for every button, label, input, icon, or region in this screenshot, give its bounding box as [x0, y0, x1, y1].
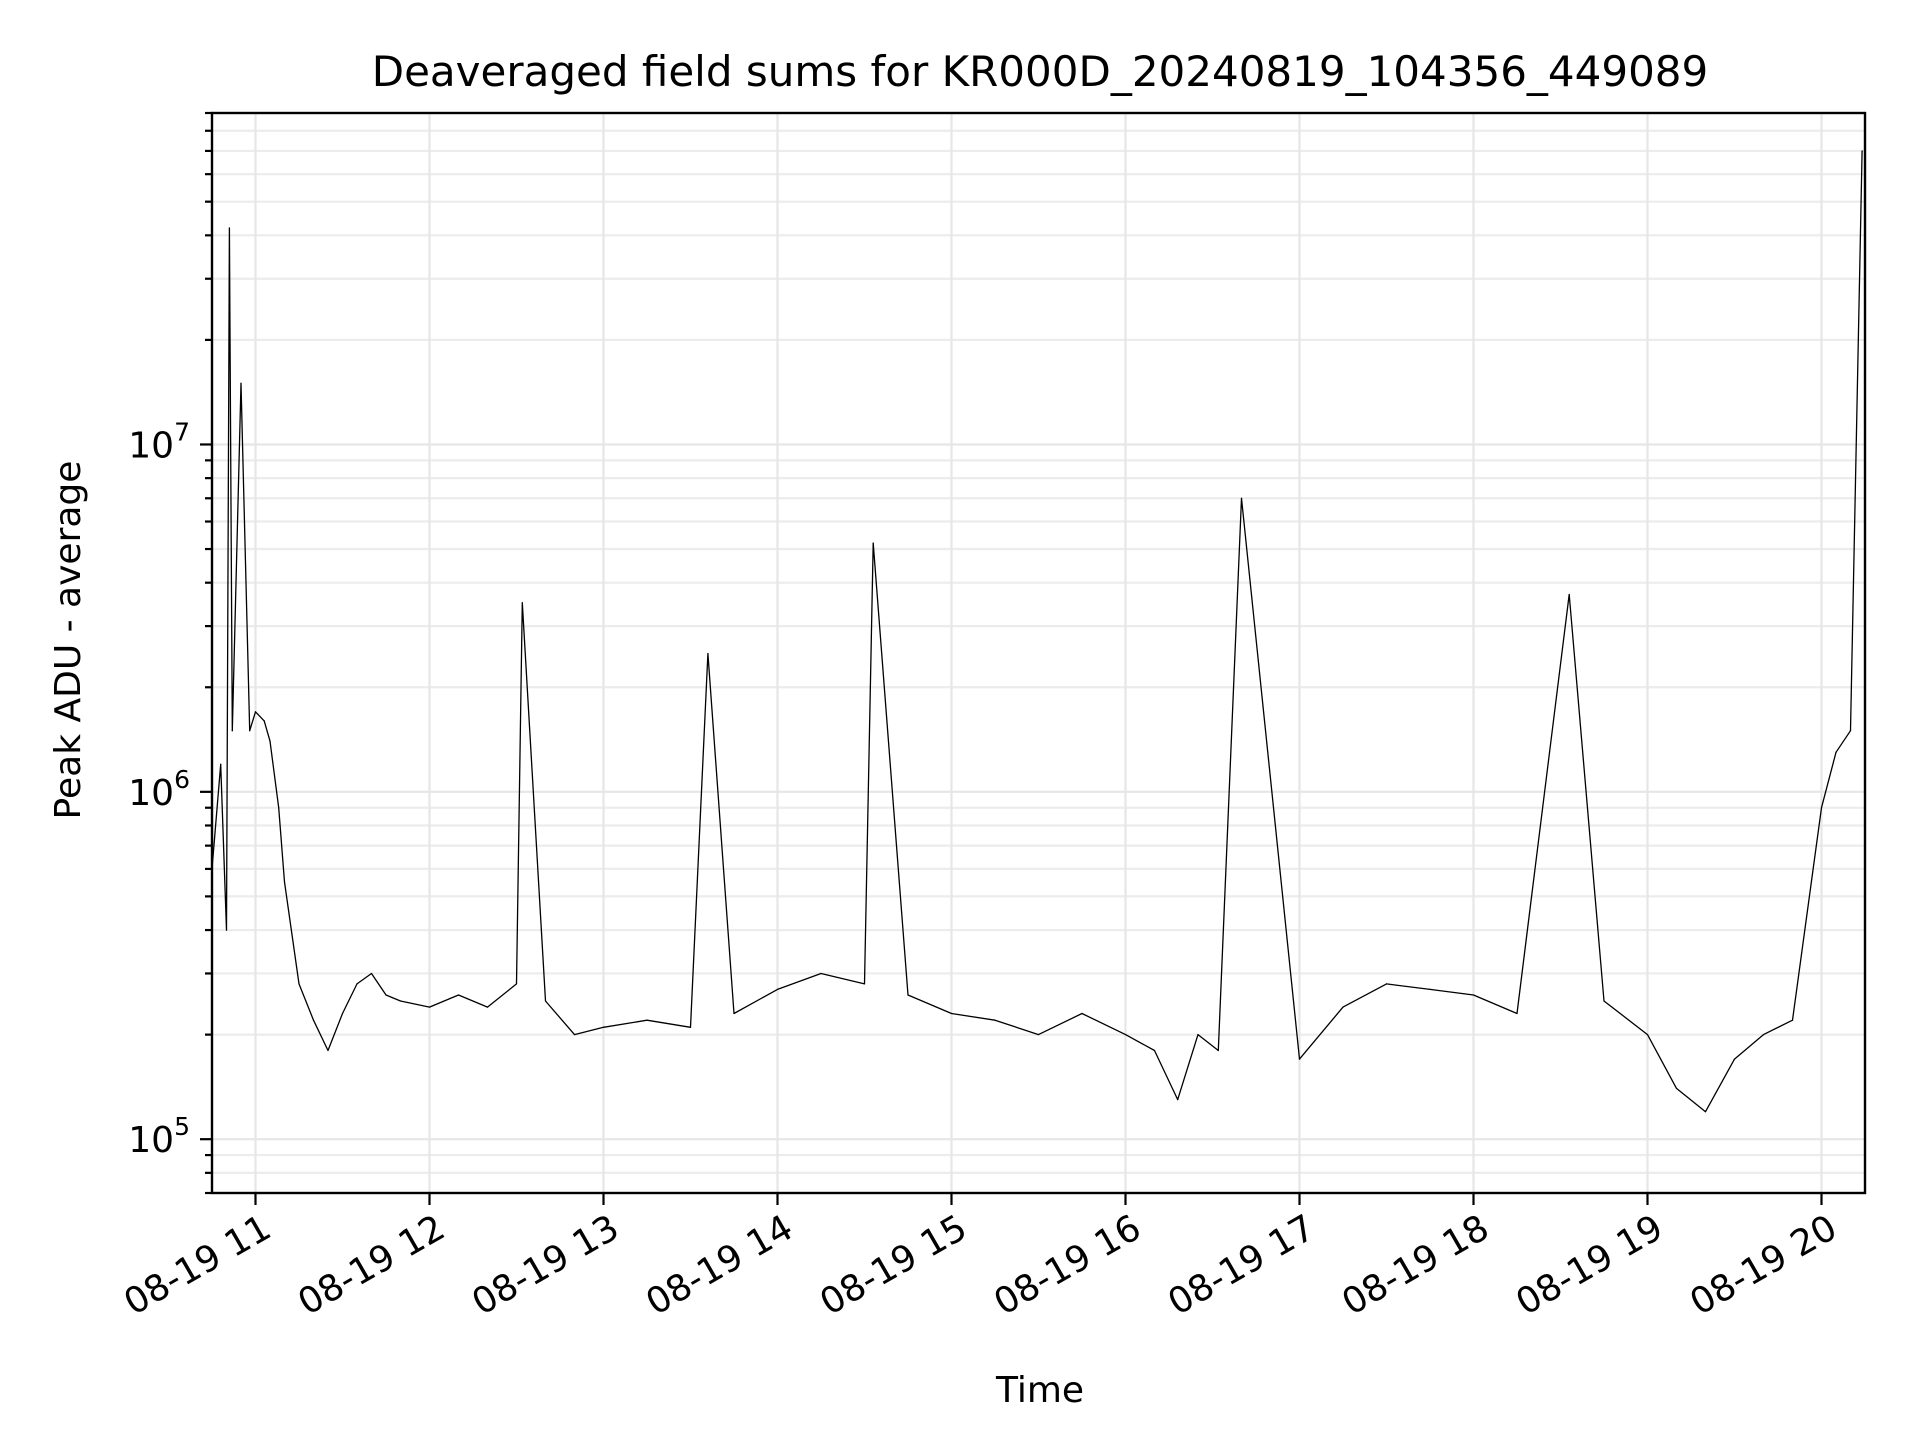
x-tick-label: 08-19 17	[1161, 1207, 1322, 1323]
data-point	[1704, 1111, 1707, 1113]
data-point	[370, 972, 373, 975]
x-tick-label: 08-19 11	[117, 1207, 278, 1323]
data-point	[341, 1012, 344, 1015]
data-point	[1762, 1034, 1765, 1036]
data-point	[269, 740, 271, 742]
data-point	[1342, 1006, 1344, 1008]
data-point	[689, 1026, 692, 1028]
data-point	[254, 711, 257, 713]
x-axis-label: Time	[995, 1370, 1084, 1411]
data-point	[298, 983, 300, 985]
x-axis: 08-19 11 08-19 12 08-19 13 08-19 14 08-19 15…	[117, 1193, 1844, 1324]
grid	[212, 111, 1865, 1195]
series-layer	[211, 150, 1863, 1113]
data-point	[1646, 1034, 1649, 1036]
data-point	[1835, 751, 1837, 753]
chart-title: Deaveraged field sums for KR000D_2024081…	[372, 47, 1709, 96]
data-point	[1849, 730, 1852, 732]
data-point	[312, 1019, 315, 1021]
data-point	[225, 929, 228, 931]
x-tick-label: 08-19 19	[1509, 1207, 1670, 1323]
y-tick-label: 105	[128, 1112, 190, 1161]
x-tick-label: 08-19 18	[1335, 1207, 1496, 1323]
data-point	[1081, 1012, 1083, 1015]
data-point	[1820, 807, 1823, 809]
data-point	[994, 1019, 996, 1021]
data-point	[1472, 994, 1475, 996]
data-point	[327, 1049, 329, 1052]
x-tick-label: 08-19 16	[987, 1207, 1148, 1323]
data-point	[907, 994, 909, 996]
data-point	[1791, 1019, 1794, 1021]
data-point	[1429, 988, 1431, 991]
data-point	[240, 382, 242, 384]
y-axis: 105 106 107	[128, 111, 212, 1195]
data-point	[1516, 1012, 1518, 1015]
data-point	[544, 1000, 547, 1002]
data-point	[228, 227, 230, 229]
x-tick-label: 08-19 12	[291, 1207, 452, 1323]
x-tick-label: 08-19 15	[813, 1207, 974, 1323]
data-point	[776, 988, 779, 991]
data-point	[515, 983, 518, 985]
data-point	[1124, 1034, 1127, 1036]
y-tick-label: 107	[128, 417, 190, 466]
data-point	[385, 994, 387, 996]
data-point	[1197, 1034, 1199, 1036]
series-line	[211, 150, 1863, 1113]
data-point	[486, 1006, 489, 1008]
x-tick-label: 08-19 14	[639, 1207, 800, 1323]
data-point	[1568, 593, 1570, 596]
data-point	[220, 763, 222, 765]
data-point	[1733, 1058, 1736, 1060]
data-point	[521, 602, 523, 604]
data-point	[950, 1012, 953, 1015]
y-tick-label: 106	[128, 765, 190, 814]
data-point	[1177, 1099, 1179, 1101]
data-point	[1037, 1034, 1040, 1036]
data-point	[602, 1026, 605, 1028]
data-point	[1153, 1049, 1156, 1052]
data-point	[820, 972, 822, 975]
data-point	[1217, 1049, 1219, 1052]
data-point	[573, 1034, 576, 1036]
data-point	[457, 994, 460, 996]
x-tick-label: 08-19 20	[1683, 1207, 1844, 1323]
data-point	[1861, 150, 1863, 152]
data-point	[278, 807, 280, 809]
data-point	[356, 983, 358, 985]
data-point	[263, 720, 265, 722]
y-axis-label: Peak ADU - average	[48, 461, 89, 820]
data-point	[1385, 983, 1388, 985]
data-point	[733, 1012, 735, 1015]
data-point	[399, 1000, 402, 1002]
data-point	[1240, 497, 1243, 499]
data-point	[1298, 1058, 1301, 1060]
data-point	[872, 542, 874, 544]
data-point	[231, 730, 233, 732]
plot-frame	[210, 111, 1867, 1195]
data-point	[283, 881, 286, 883]
data-point	[1603, 1000, 1605, 1002]
data-point	[1675, 1087, 1678, 1089]
data-point	[646, 1019, 648, 1021]
data-point	[707, 653, 709, 655]
x-tick-label: 08-19 13	[465, 1207, 626, 1323]
data-point	[428, 1006, 431, 1008]
data-point	[249, 730, 251, 732]
data-point	[863, 983, 866, 985]
